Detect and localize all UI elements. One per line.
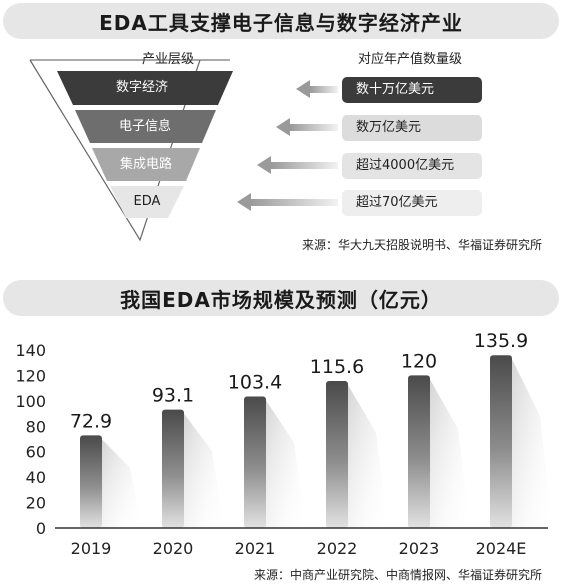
x-tick-label-2021: 2021 — [235, 539, 276, 558]
bar-shadow — [184, 413, 224, 528]
y-tick-label: 80 — [26, 417, 46, 436]
arrow-icon — [237, 193, 251, 211]
level-label-eda: EDA — [133, 194, 161, 209]
pyramid-band-electronic-information — [75, 110, 216, 143]
value-box-digital-economy: 数十万亿美元 — [342, 77, 482, 103]
bar-shadow — [348, 385, 388, 528]
value-label-2019: 72.9 — [70, 410, 112, 432]
arrow-icon — [296, 80, 310, 98]
x-tick-label-2020: 2020 — [153, 539, 194, 558]
bar-shadow — [266, 400, 306, 528]
y-tick-label: 40 — [26, 468, 46, 487]
pyramid-band-integrated-circuits — [92, 148, 200, 181]
y-tick-label: 20 — [26, 494, 46, 513]
level-label-digital-economy: 数字经济 — [115, 80, 168, 95]
pyramid-source-note: 来源：华大九天招股说明书、华福证券研究所 — [301, 238, 542, 252]
value-label-2020: 93.1 — [152, 385, 194, 407]
bar-shadow — [430, 379, 470, 528]
bar-2019 — [80, 435, 102, 528]
arrow-shaft — [310, 86, 338, 93]
value-label-2023: 120 — [401, 350, 437, 372]
pyramid-section-title: EDA工具支撑电子信息与数字经济产业 — [3, 3, 559, 39]
y-tick-label: 140 — [15, 341, 46, 360]
arrow-shaft — [290, 124, 338, 131]
bar-shadow — [512, 359, 552, 528]
bar-shadow — [102, 439, 142, 528]
pyramid-band-eda — [110, 186, 184, 218]
value-label-2022: 115.6 — [310, 356, 364, 378]
value-label-2021: 103.4 — [228, 372, 282, 394]
y-tick-label: 0 — [36, 519, 46, 538]
x-tick-label-2022: 2022 — [317, 539, 358, 558]
value-box-eda: 超过70亿美元 — [342, 190, 482, 216]
bar-2021 — [244, 396, 266, 528]
value-label-2024E: 135.9 — [474, 330, 528, 352]
arrow-shaft — [271, 162, 338, 169]
annual-output-header: 对应年产值数量级 — [358, 52, 463, 67]
bar-2023 — [408, 375, 430, 528]
chart-section-title: 我国EDA市场规模及预测（亿元） — [3, 280, 559, 316]
bar-2022 — [326, 381, 348, 528]
y-tick-label: 100 — [15, 392, 46, 411]
bar-2020 — [162, 409, 184, 528]
value-box-electronic-information: 数万亿美元 — [342, 115, 482, 141]
level-label-electronic-information: 电子信息 — [118, 119, 171, 134]
y-tick-label: 60 — [26, 443, 46, 462]
arrow-shaft — [251, 199, 338, 206]
y-tick-label: 120 — [15, 366, 46, 385]
arrow-icon — [276, 118, 290, 136]
arrow-icon — [257, 156, 271, 174]
pyramid-band-digital-economy — [57, 71, 233, 105]
x-tick-label-2024E: 2024E — [476, 539, 527, 558]
industry-pyramid — [29, 59, 233, 242]
bar-2024E — [490, 355, 512, 528]
x-tick-label-2023: 2023 — [399, 539, 440, 558]
level-label-integrated-circuits: 集成电路 — [119, 157, 172, 172]
chart-source-note: 来源：中商产业研究院、中商情报网、华福证券研究所 — [253, 568, 542, 582]
value-box-integrated-circuits: 超过4000亿美元 — [342, 153, 482, 179]
x-tick-label-2019: 2019 — [71, 539, 112, 558]
